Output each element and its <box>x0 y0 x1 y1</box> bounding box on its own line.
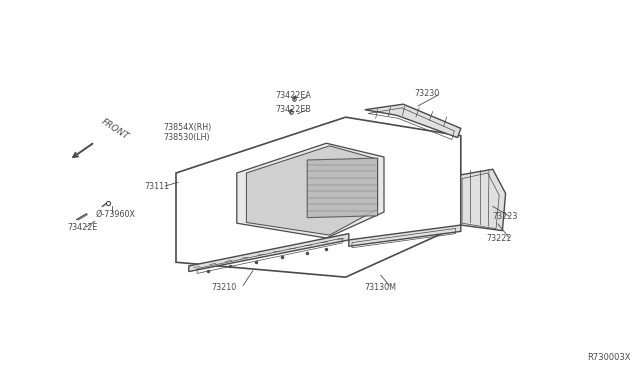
Polygon shape <box>246 146 378 235</box>
Text: 73230: 73230 <box>415 89 440 98</box>
Text: R730003X: R730003X <box>587 353 630 362</box>
Text: 73422EA: 73422EA <box>275 92 311 100</box>
Polygon shape <box>189 234 349 272</box>
Text: Ø-73960X: Ø-73960X <box>96 209 136 218</box>
Text: 73111: 73111 <box>144 182 169 190</box>
Text: 73422E: 73422E <box>67 223 97 232</box>
Text: 738530(LH): 738530(LH) <box>163 133 210 142</box>
Text: 73210: 73210 <box>211 283 236 292</box>
Text: 73854X(RH): 73854X(RH) <box>163 124 211 132</box>
Text: 73223: 73223 <box>493 212 518 221</box>
Polygon shape <box>349 225 461 246</box>
Text: 73130M: 73130M <box>365 283 397 292</box>
Polygon shape <box>237 143 384 238</box>
Text: 73222: 73222 <box>486 234 512 243</box>
Text: FRONT: FRONT <box>100 117 131 141</box>
Polygon shape <box>365 104 461 138</box>
Polygon shape <box>461 169 506 231</box>
Text: 73422EB: 73422EB <box>275 105 311 114</box>
Polygon shape <box>307 158 378 218</box>
